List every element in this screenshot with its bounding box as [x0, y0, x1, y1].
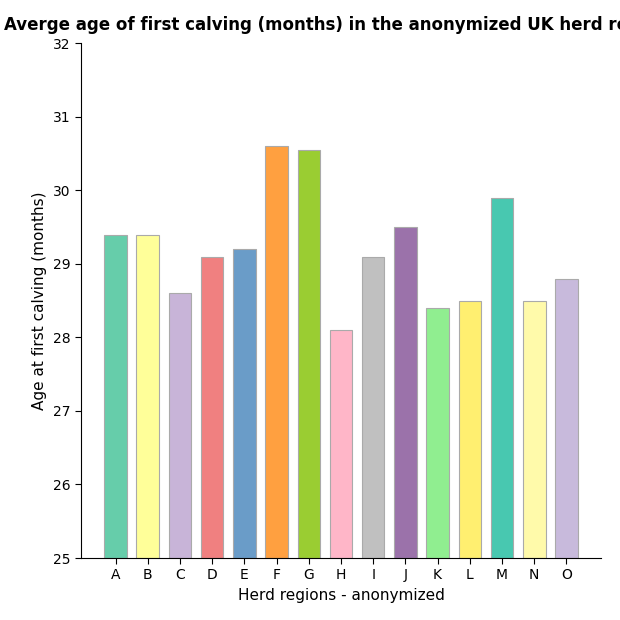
Bar [233, 249, 255, 558]
X-axis label: Herd regions - anonymized: Herd regions - anonymized [237, 588, 445, 603]
Bar [362, 257, 384, 558]
Bar [298, 150, 320, 558]
Bar [491, 198, 513, 558]
Bar [523, 301, 546, 558]
Title: Averge age of first calving (months) in the anonymized UK herd regions: Averge age of first calving (months) in … [4, 16, 620, 33]
Y-axis label: Age at first calving (months): Age at first calving (months) [32, 192, 47, 410]
Bar [104, 234, 127, 558]
Bar [459, 301, 481, 558]
Bar [136, 234, 159, 558]
Bar [427, 308, 449, 558]
Bar [394, 227, 417, 558]
Bar [555, 278, 578, 558]
Bar [330, 330, 352, 558]
Bar [265, 146, 288, 558]
Bar [201, 257, 223, 558]
Bar [169, 293, 191, 558]
